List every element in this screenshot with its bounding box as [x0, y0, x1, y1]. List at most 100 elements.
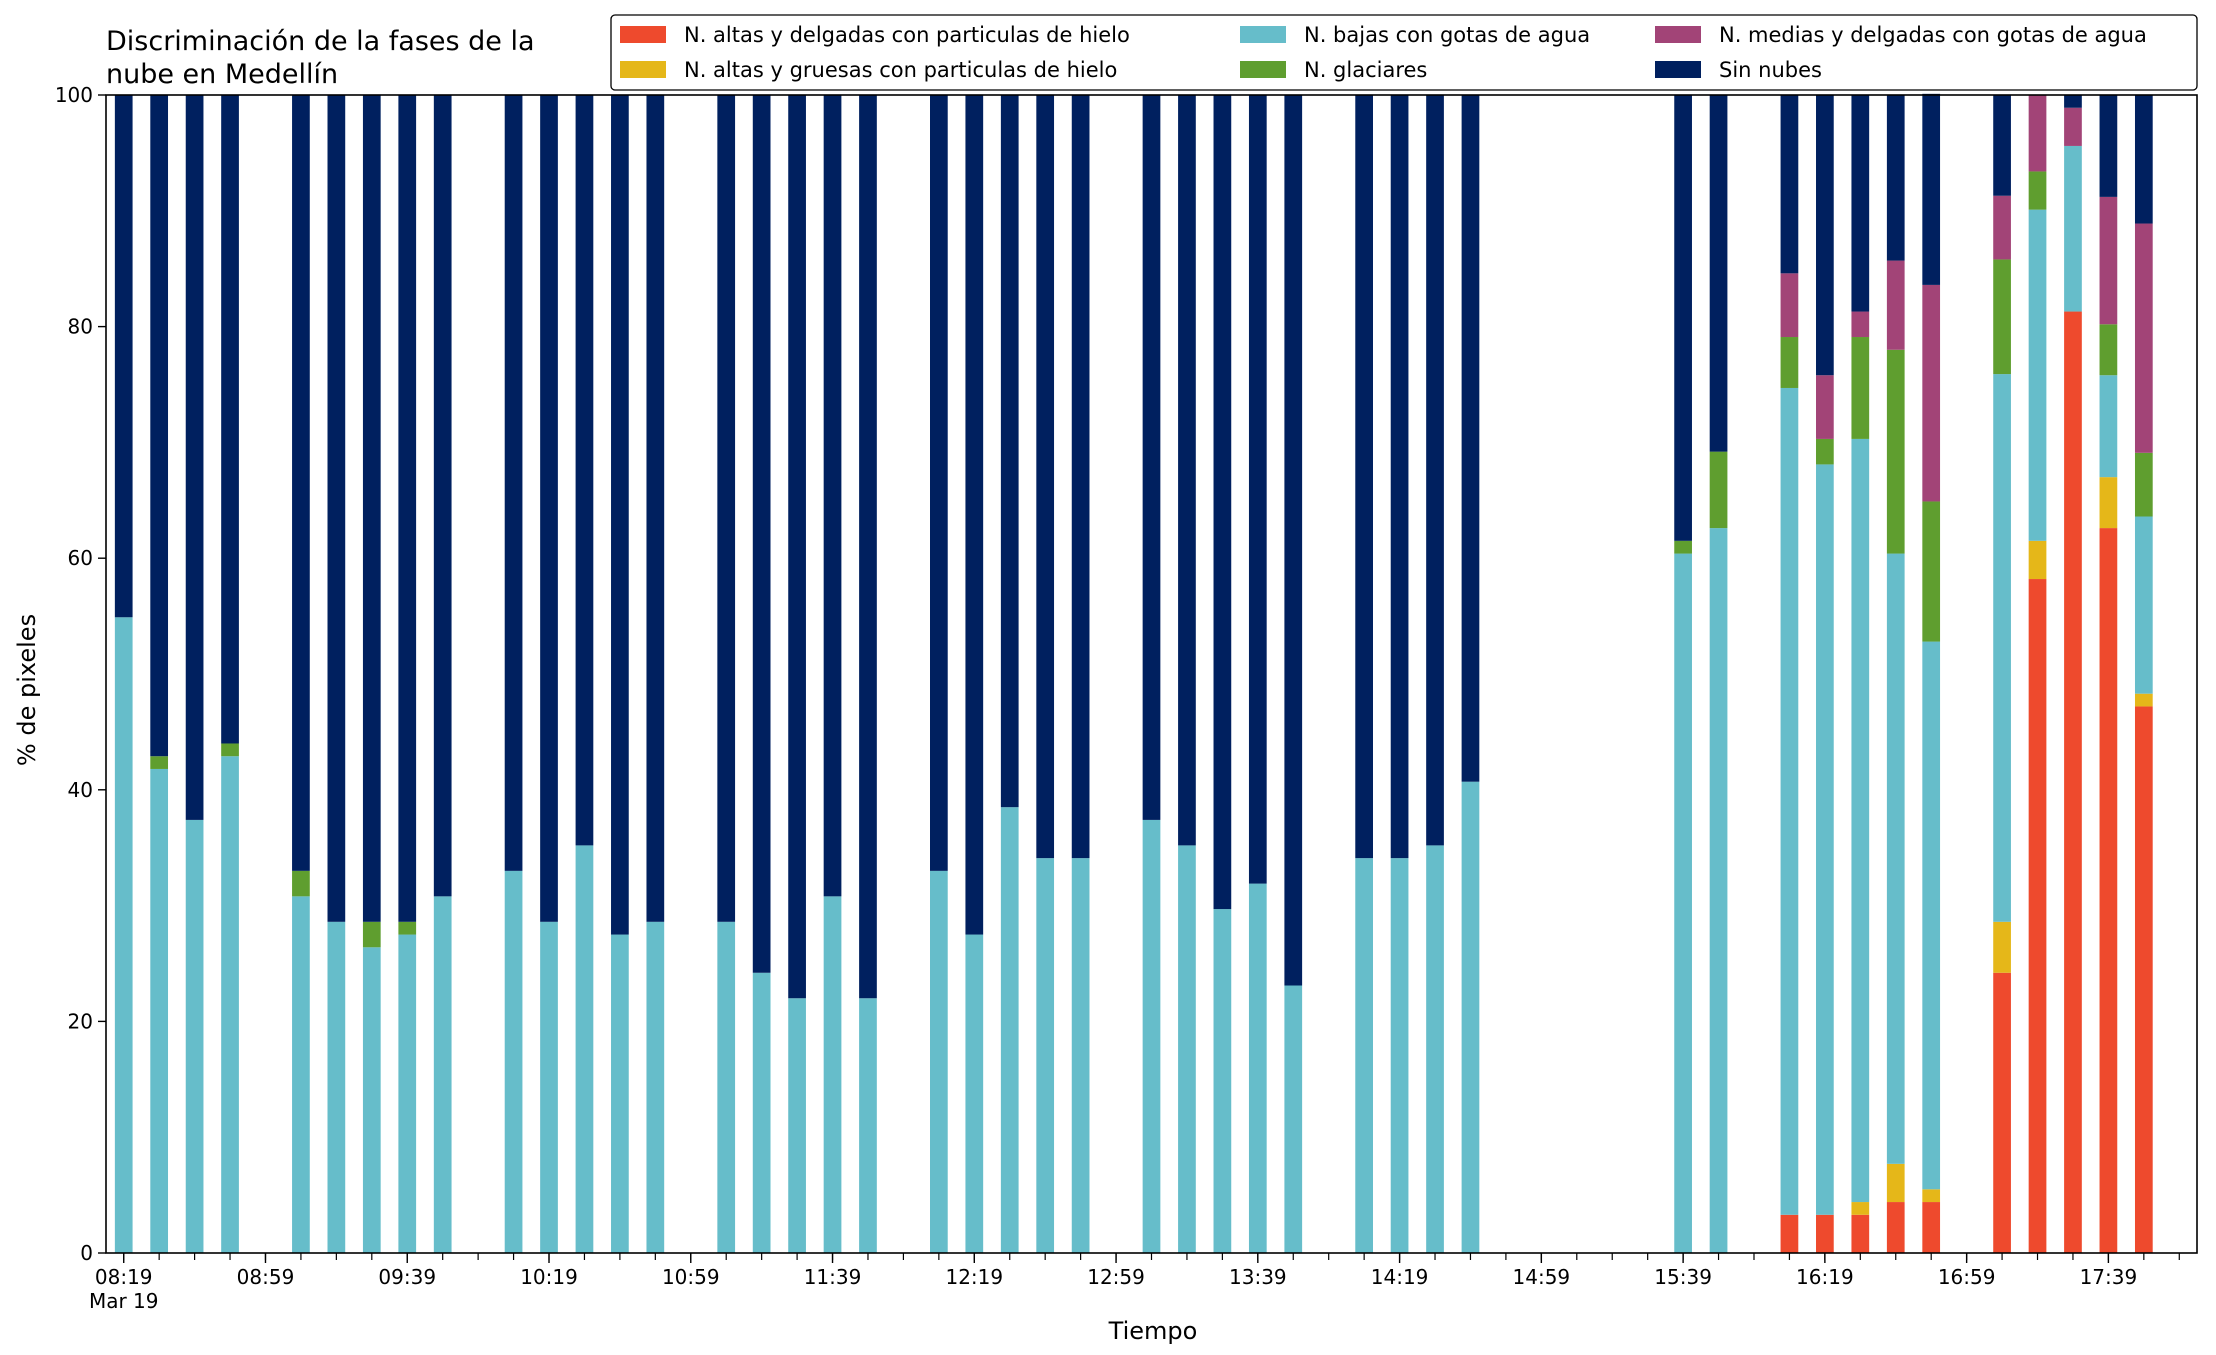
bar-segment-5-22 — [1036, 95, 1055, 859]
bar-segment-3-4 — [292, 870, 310, 897]
legend-swatch-1 — [620, 61, 666, 78]
plot-frame — [105, 94, 2198, 1254]
bar-segment-2-5 — [327, 921, 346, 1253]
y-tick-label-4: 80 — [68, 315, 93, 339]
bar-segment-0-37 — [1851, 1214, 1870, 1253]
legend-swatch-2 — [1240, 26, 1286, 43]
y-tick-label-3: 60 — [68, 546, 93, 570]
bar-segment-4-43 — [2099, 196, 2118, 325]
bar-segment-5-12 — [611, 95, 629, 935]
bar-segment-2-42 — [2064, 145, 2082, 312]
bar-segment-2-0 — [114, 617, 133, 1253]
bar-segment-4-36 — [1816, 375, 1834, 439]
bar-segment-2-26 — [1213, 909, 1232, 1253]
bar-segment-5-9 — [504, 95, 523, 871]
bar-segment-5-17 — [823, 95, 842, 897]
bar-segment-4-41 — [2028, 95, 2047, 172]
bar-segment-5-19 — [930, 95, 948, 871]
bar-segment-2-30 — [1390, 858, 1409, 1253]
bar-segment-3-35 — [1780, 337, 1799, 388]
x-tick-label-4: 10:59 — [662, 1265, 720, 1289]
bar-segment-2-25 — [1178, 845, 1196, 1253]
bar-segment-0-40 — [1993, 972, 2011, 1253]
bar-segment-3-34 — [1709, 451, 1728, 529]
bar-segment-0-36 — [1816, 1214, 1834, 1253]
bar-segment-2-21 — [1000, 807, 1019, 1253]
bar-segment-5-26 — [1213, 95, 1232, 910]
bar-segment-5-10 — [540, 95, 558, 922]
bar-segment-2-32 — [1461, 781, 1480, 1253]
bar-segment-2-40 — [1993, 374, 2011, 922]
bar-segment-5-23 — [1071, 95, 1090, 859]
legend-swatch-3 — [1240, 61, 1286, 78]
bar-segment-5-30 — [1390, 95, 1409, 859]
bar-segment-5-14 — [717, 95, 736, 922]
bar-segment-2-33 — [1674, 553, 1692, 1253]
bar-segment-2-4 — [292, 896, 310, 1253]
bar-segment-2-37 — [1851, 438, 1870, 1203]
bar-segment-0-39 — [1922, 1202, 1941, 1253]
bar-segment-2-16 — [788, 998, 806, 1253]
bar-segment-5-28 — [1284, 95, 1303, 986]
bar-segment-2-1 — [150, 768, 169, 1253]
x-tick-label-5: 11:39 — [804, 1265, 862, 1289]
bar-segment-3-44 — [2134, 452, 2153, 517]
bar-segment-1-40 — [1993, 921, 2011, 973]
legend-label-3: N. glaciares — [1304, 58, 1427, 82]
bar-segment-2-8 — [433, 896, 452, 1253]
bar-segment-2-15 — [752, 972, 771, 1253]
bar-segment-2-9 — [504, 870, 523, 1253]
bar-segment-5-5 — [327, 95, 346, 922]
x-tick-label-8: 13:39 — [1229, 1265, 1287, 1289]
bar-segment-4-39 — [1922, 284, 1941, 502]
bar-segment-2-36 — [1816, 464, 1834, 1215]
legend-box — [610, 14, 2198, 91]
bar-segment-0-41 — [2028, 579, 2047, 1253]
bar-segment-0-38 — [1886, 1202, 1905, 1253]
bar-segment-5-7 — [398, 95, 417, 922]
y-tick-label-0: 0 — [80, 1241, 93, 1265]
x-tick-label-0: 08:19 — [95, 1265, 153, 1289]
bar-segment-5-0 — [114, 95, 133, 618]
x-tick-label-7: 12:59 — [1087, 1265, 1145, 1289]
bar-segment-3-37 — [1851, 337, 1870, 439]
bar-segment-3-40 — [1993, 259, 2011, 375]
bar-segment-5-11 — [575, 95, 594, 846]
bar-segment-2-34 — [1709, 528, 1728, 1253]
bar-segment-5-35 — [1780, 95, 1799, 274]
bar-segment-4-37 — [1851, 311, 1870, 338]
bar-segment-1-41 — [2028, 540, 2047, 580]
y-tick-label-2: 40 — [68, 778, 93, 802]
x-axis-label: Tiempo — [1108, 1317, 1198, 1345]
legend-swatch-5 — [1655, 61, 1701, 78]
bar-segment-4-40 — [1993, 195, 2011, 260]
bar-segment-2-27 — [1248, 883, 1267, 1253]
legend-label-5: Sin nubes — [1719, 58, 1822, 82]
bar-segment-5-34 — [1709, 95, 1728, 452]
y-tick-label-5: 100 — [55, 83, 93, 107]
bar-segment-5-13 — [646, 95, 665, 922]
legend-swatch-4 — [1655, 26, 1701, 43]
bar-segment-1-43 — [2099, 477, 2118, 529]
bar-segment-5-25 — [1178, 95, 1196, 846]
bar-segment-3-43 — [2099, 324, 2118, 376]
bar-segment-2-28 — [1284, 985, 1303, 1253]
legend-label-0: N. altas y delgadas con particulas de hi… — [684, 23, 1130, 47]
bar-segment-2-13 — [646, 921, 665, 1253]
bar-segment-3-38 — [1886, 349, 1905, 554]
bar-segment-5-40 — [1993, 95, 2011, 196]
bar-segment-2-44 — [2134, 516, 2153, 694]
bar-segment-3-39 — [1922, 501, 1941, 642]
bar-segment-0-42 — [2064, 311, 2082, 1253]
x-tick-label-12: 16:19 — [1796, 1265, 1854, 1289]
bar-segment-3-7 — [398, 921, 417, 935]
bar-segment-3-33 — [1674, 540, 1692, 554]
bar-segment-2-20 — [965, 934, 984, 1253]
x-tick-label-13: 16:59 — [1938, 1265, 1996, 1289]
bar-segment-1-39 — [1922, 1189, 1941, 1203]
bar-segment-5-39 — [1922, 93, 1941, 285]
bar-segment-5-32 — [1461, 95, 1480, 782]
bar-segment-5-18 — [859, 95, 877, 999]
x-tick-label-10: 14:59 — [1513, 1265, 1571, 1289]
